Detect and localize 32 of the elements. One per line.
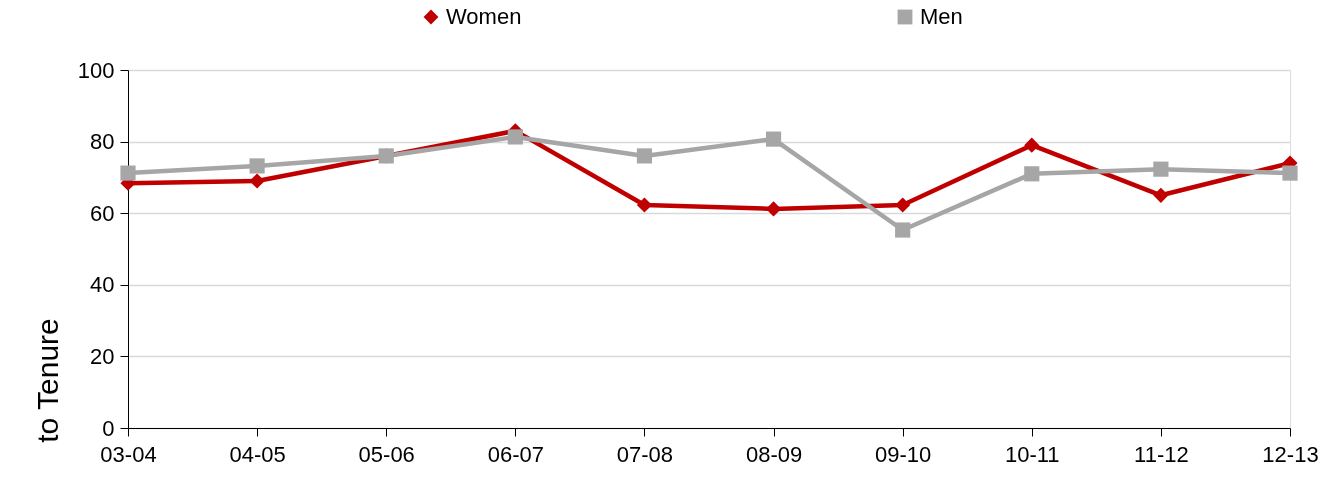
y-axis-title: to Tenure xyxy=(30,318,64,443)
x-tick-label: 07-08 xyxy=(616,441,674,467)
x-tick-label: 05-06 xyxy=(358,441,415,467)
legend-label: Men xyxy=(920,4,963,29)
x-tick-label: 10-11 xyxy=(1004,441,1060,467)
point xyxy=(765,131,782,147)
y-tick-label: 100 xyxy=(77,57,115,83)
x-tick-label: 09-10 xyxy=(875,441,932,467)
x-tick-label: 12-13 xyxy=(1262,441,1319,467)
x-tick-label: 08-09 xyxy=(745,441,803,467)
y-tick-label: 60 xyxy=(90,200,115,226)
x-tick-label: 06-07 xyxy=(487,441,544,467)
legend-label: Women xyxy=(446,4,522,29)
point xyxy=(1024,166,1040,182)
x-tick-label: 03-04 xyxy=(100,441,157,467)
point xyxy=(895,197,911,213)
x-tick-label: 04-05 xyxy=(229,441,286,467)
point xyxy=(636,148,653,164)
point xyxy=(507,129,523,145)
y-tick-label: 80 xyxy=(90,129,115,155)
point xyxy=(249,173,265,189)
y-tick-label: 0 xyxy=(102,415,115,441)
x-tick-label: 11-12 xyxy=(1134,441,1189,467)
point xyxy=(1153,187,1169,203)
point xyxy=(1282,165,1298,181)
point xyxy=(1024,137,1040,153)
point xyxy=(1153,161,1169,177)
point xyxy=(120,165,136,181)
point xyxy=(249,158,265,174)
point xyxy=(895,222,911,238)
y-tick-label: 20 xyxy=(90,343,115,369)
y-tick-label: 40 xyxy=(90,272,115,298)
